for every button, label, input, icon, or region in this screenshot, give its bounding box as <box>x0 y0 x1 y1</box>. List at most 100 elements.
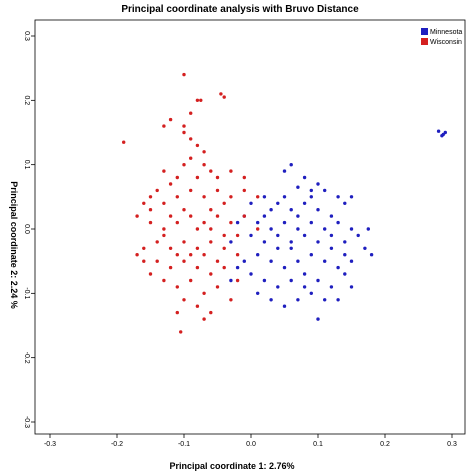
point-wisconsin <box>182 130 186 135</box>
point-minnesota <box>309 253 313 257</box>
y-axis-ticks: -0.3 -0.2 -0.1 0.0 0.1 0.2 0.3 <box>23 31 35 428</box>
point-minnesota <box>249 233 253 238</box>
point-wisconsin <box>215 188 220 193</box>
chart-title: Principal coordinate analysis with Bruvo… <box>121 4 359 15</box>
point-wisconsin <box>135 214 139 218</box>
point-minnesota <box>282 304 287 308</box>
point-wisconsin <box>195 143 200 148</box>
point-wisconsin <box>195 227 200 231</box>
point-minnesota <box>323 298 327 302</box>
point-wisconsin <box>189 214 193 218</box>
point-minnesota <box>309 195 313 199</box>
point-wisconsin <box>222 265 226 270</box>
point-minnesota <box>282 220 287 225</box>
x-tick-label: -0.2 <box>111 441 123 448</box>
point-minnesota <box>289 163 293 167</box>
point-wisconsin <box>229 195 233 199</box>
y-tick-label: -0.3 <box>23 416 30 428</box>
point-minnesota <box>289 208 293 212</box>
point-wisconsin <box>202 317 206 321</box>
point-wisconsin <box>189 188 193 193</box>
y-tick-label: 0.1 <box>23 160 30 170</box>
x-tick-label: 0.0 <box>246 441 256 448</box>
point-wisconsin <box>229 220 233 225</box>
point-minnesota <box>302 272 307 276</box>
point-minnesota <box>336 195 340 199</box>
point-wisconsin <box>235 278 240 283</box>
point-minnesota <box>366 227 370 231</box>
point-minnesota <box>441 132 445 137</box>
point-minnesota <box>296 227 300 231</box>
point-minnesota <box>349 285 354 289</box>
point-minnesota <box>229 278 233 283</box>
point-wisconsin <box>209 208 213 212</box>
point-wisconsin <box>175 285 179 289</box>
y-tick-label: 0.0 <box>23 224 30 234</box>
point-wisconsin <box>142 259 146 263</box>
point-minnesota <box>336 220 340 225</box>
point-minnesota <box>235 220 240 225</box>
point-minnesota <box>249 272 253 276</box>
data-points <box>122 72 447 334</box>
point-wisconsin <box>202 150 206 154</box>
point-wisconsin <box>122 140 126 144</box>
point-wisconsin <box>195 304 200 308</box>
point-wisconsin <box>162 124 166 128</box>
legend-swatch-minnesota <box>421 28 428 35</box>
x-tick-label: 0.2 <box>380 441 390 448</box>
y-tick-label: -0.2 <box>23 352 30 364</box>
point-minnesota <box>309 291 313 295</box>
point-minnesota <box>242 259 246 263</box>
point-minnesota <box>289 240 293 244</box>
point-minnesota <box>269 227 273 231</box>
point-wisconsin <box>162 278 166 283</box>
point-wisconsin <box>195 98 200 103</box>
point-minnesota <box>269 208 273 212</box>
point-wisconsin <box>148 208 153 212</box>
point-wisconsin <box>229 298 233 302</box>
point-wisconsin <box>189 137 193 141</box>
point-minnesota <box>256 291 260 295</box>
point-wisconsin <box>202 163 206 167</box>
point-wisconsin <box>155 259 159 263</box>
point-minnesota <box>336 265 340 270</box>
point-wisconsin <box>222 233 226 238</box>
point-wisconsin <box>235 253 240 257</box>
point-minnesota <box>282 169 287 173</box>
y-tick-label: -0.1 <box>23 287 30 299</box>
point-wisconsin <box>222 246 226 250</box>
point-wisconsin <box>202 253 206 257</box>
point-minnesota <box>276 285 280 289</box>
point-minnesota <box>349 195 354 199</box>
point-minnesota <box>349 227 354 231</box>
point-wisconsin <box>189 278 193 283</box>
point-wisconsin <box>168 182 173 186</box>
point-wisconsin <box>142 201 146 205</box>
point-minnesota <box>316 208 320 212</box>
x-tick-label: -0.3 <box>44 441 56 448</box>
point-minnesota <box>343 253 347 257</box>
point-wisconsin <box>168 265 173 270</box>
point-wisconsin <box>135 253 139 257</box>
point-wisconsin <box>175 310 179 315</box>
x-tick-label: 0.3 <box>447 441 457 448</box>
point-wisconsin <box>182 240 186 244</box>
point-minnesota <box>289 278 293 283</box>
point-minnesota <box>363 246 367 250</box>
point-minnesota <box>323 227 327 231</box>
point-minnesota <box>302 175 307 180</box>
point-wisconsin <box>242 175 246 180</box>
point-wisconsin <box>162 169 166 173</box>
point-wisconsin <box>175 253 179 257</box>
point-minnesota <box>269 259 273 263</box>
point-wisconsin <box>202 291 206 295</box>
plot-area-frame <box>34 19 466 435</box>
point-wisconsin <box>182 72 186 77</box>
legend-label-minnesota: Minnesota <box>430 29 462 36</box>
point-minnesota <box>282 265 287 270</box>
point-minnesota <box>336 298 340 302</box>
point-wisconsin <box>209 272 213 276</box>
point-wisconsin <box>148 195 153 199</box>
point-wisconsin <box>142 246 146 250</box>
point-minnesota <box>329 214 334 218</box>
